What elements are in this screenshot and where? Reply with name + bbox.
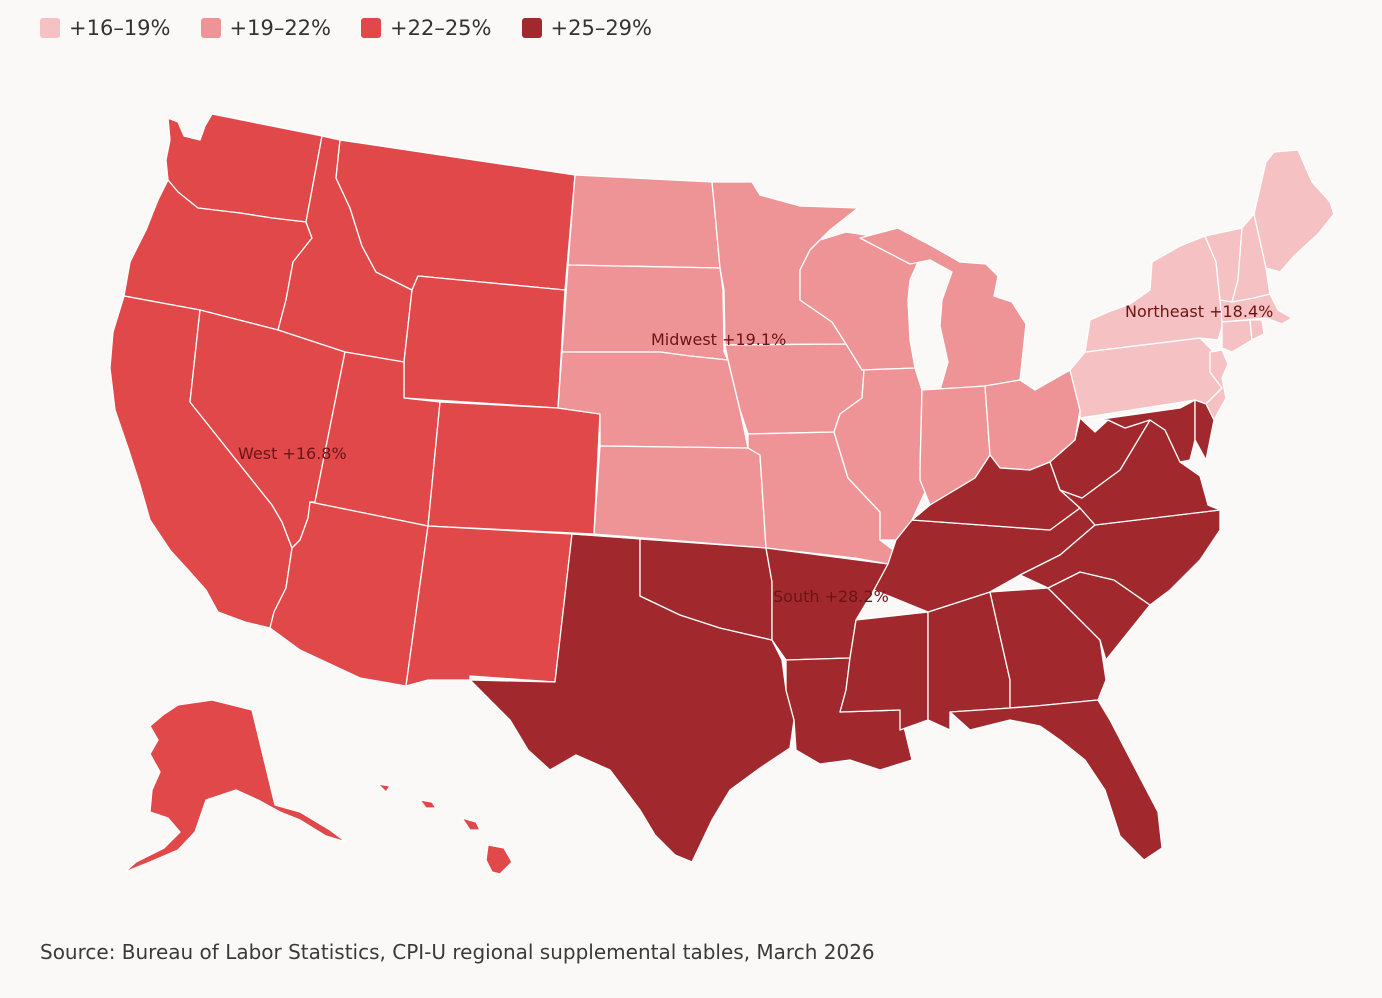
region-label-south: South +28.2% [773, 587, 889, 606]
state-new-jersey[interactable] [1205, 349, 1229, 421]
state-new-york[interactable] [1084, 235, 1225, 353]
state-kentucky[interactable] [911, 454, 1081, 531]
state-delaware[interactable] [1194, 399, 1215, 461]
source-note: Source: Bureau of Labor Statistics, CPI-… [40, 940, 875, 964]
state-alaska[interactable] [124, 699, 347, 873]
state-kansas[interactable] [593, 445, 767, 549]
legend-label: +19–22% [229, 16, 332, 40]
region-label-northeast: Northeast +18.4% [1125, 302, 1273, 321]
legend-item-16-19: +16–19% [40, 16, 171, 40]
region-label-west: West +16.8% [238, 444, 347, 463]
legend-swatch [200, 18, 221, 38]
region-northeast [1069, 149, 1335, 421]
state-maine[interactable] [1253, 149, 1335, 273]
map-legend: +16–19% +19–22% +22–25% +25–29% [40, 16, 652, 40]
legend-swatch [361, 18, 381, 38]
state-north-dakota[interactable] [567, 174, 721, 269]
state-nebraska[interactable] [557, 351, 749, 449]
legend-item-22-25: +22–25% [361, 16, 492, 40]
region-label-midwest: Midwest +19.1% [651, 330, 786, 349]
state-florida[interactable] [949, 699, 1163, 861]
legend-item-19-22: +19–22% [200, 16, 332, 40]
legend-swatch [40, 18, 60, 38]
state-wyoming[interactable] [403, 275, 566, 409]
legend-item-25-29: +25–29% [521, 16, 653, 40]
region-midwest [557, 174, 1081, 565]
state-connecticut[interactable] [1221, 319, 1253, 353]
region-west [109, 113, 601, 875]
legend-label: +25–29% [550, 16, 653, 40]
legend-label: +16–19% [69, 16, 171, 40]
state-rhode-island[interactable] [1249, 319, 1265, 341]
state-maryland[interactable] [1094, 399, 1196, 463]
state-new-mexico[interactable] [405, 525, 573, 687]
state-hawaii[interactable] [377, 783, 513, 875]
state-north-carolina[interactable] [1019, 509, 1221, 606]
legend-label: +22–25% [390, 16, 492, 40]
region-south [469, 399, 1221, 863]
legend-swatch [521, 18, 542, 38]
state-colorado[interactable] [427, 401, 601, 535]
